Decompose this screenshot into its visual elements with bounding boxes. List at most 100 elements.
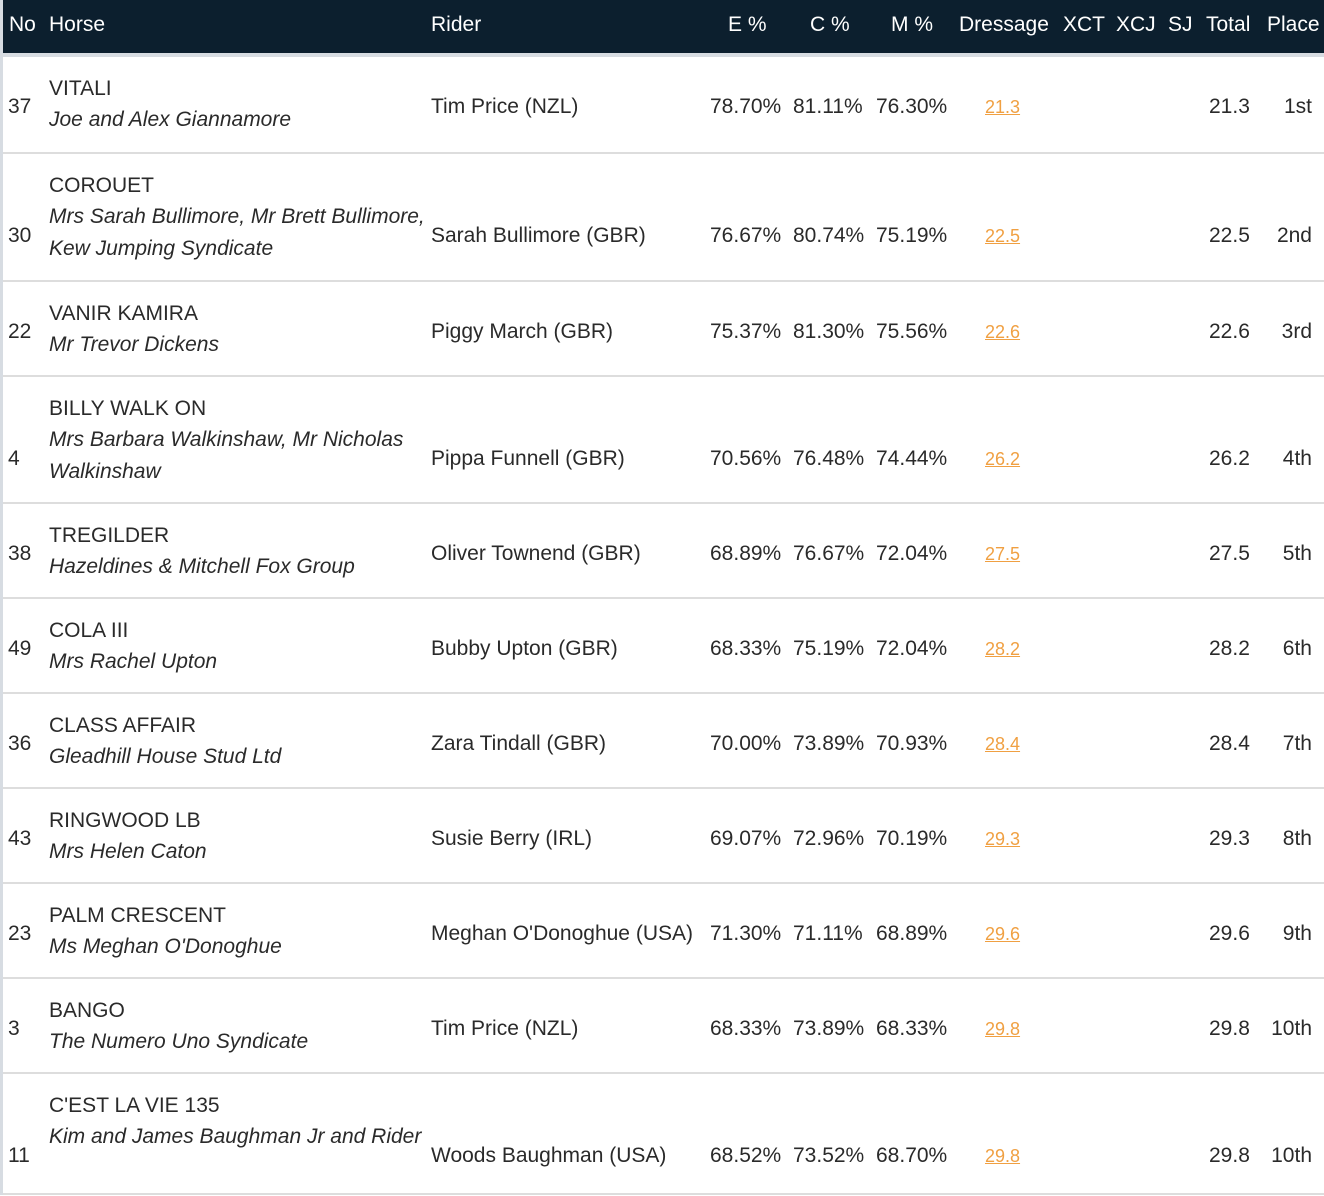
rider-name: Tim Price (NZL) xyxy=(431,1017,579,1040)
row-no: 38 xyxy=(8,542,32,565)
e-percent: 70.00% xyxy=(710,732,782,755)
col-sj: SJ xyxy=(1168,13,1193,36)
table-row: 11 C'EST LA VIE 135 Kim and James Baughman… xyxy=(3,1074,1324,1195)
horse-name: VANIR KAMIRA xyxy=(49,302,198,325)
rider-name: Oliver Townend (GBR) xyxy=(431,542,641,565)
col-place: Place xyxy=(1267,13,1320,36)
rider-name: Piggy March (GBR) xyxy=(431,320,614,343)
m-percent: 68.70% xyxy=(876,1144,948,1167)
table-row: 49 COLA III Mrs Rachel Upton Bubby Upton (G… xyxy=(3,599,1324,694)
m-percent: 76.30% xyxy=(876,95,948,118)
col-m: M % xyxy=(891,13,933,36)
rider-name: Sarah Bullimore (GBR) xyxy=(431,224,646,247)
place: 2nd xyxy=(1276,224,1312,247)
horse-owner: Kim and James Baughman Jr and Rider xyxy=(49,1125,422,1148)
horse-name: BILLY WALK ON xyxy=(49,397,207,420)
table-row: 30 COROUET Mrs Sarah Bullimore, Mr Brett B… xyxy=(3,154,1324,282)
table-row: 36 CLASS AFFAIR Gleadhill House Stud Ltd Za… xyxy=(3,694,1324,789)
table-row: 3 BANGO The Numero Uno Syndicate Tim Price … xyxy=(3,979,1324,1074)
table-row: 37 VITALI Joe and Alex Giannamore Tim Price… xyxy=(3,57,1324,154)
m-percent: 75.19% xyxy=(876,224,948,247)
table-header: No Horse Rider E % C % M % Dressage XCT … xyxy=(3,0,1324,57)
rider-name: Susie Berry (IRL) xyxy=(431,827,593,850)
horse-name: TREGILDER xyxy=(49,524,170,547)
table-row: 4 BILLY WALK ON Mrs Barbara Walkinshaw, Mr… xyxy=(3,377,1324,504)
total-score: 22.6 xyxy=(1209,320,1250,343)
row-no: 22 xyxy=(8,320,32,343)
dressage-score-link[interactable]: 27.5 xyxy=(985,544,1021,564)
total-score: 27.5 xyxy=(1209,542,1250,565)
horse-owner: Mrs Sarah Bullimore, Mr Brett Bullimore,… xyxy=(49,205,425,260)
horse-owner: Ms Meghan O'Donoghue xyxy=(49,935,282,958)
place: 9th xyxy=(1282,922,1312,945)
row-no: 37 xyxy=(8,95,32,118)
dressage-score-link[interactable]: 22.5 xyxy=(985,226,1021,246)
col-no: No xyxy=(9,13,36,36)
place: 1st xyxy=(1283,95,1312,118)
c-percent: 73.52% xyxy=(793,1144,865,1167)
c-percent: 81.30% xyxy=(793,320,865,343)
total-score: 28.4 xyxy=(1209,732,1250,755)
dressage-score-link[interactable]: 28.2 xyxy=(985,639,1021,659)
dressage-score-link[interactable]: 29.8 xyxy=(985,1146,1021,1166)
col-total: Total xyxy=(1206,13,1251,36)
horse-owner: Hazeldines & Mitchell Fox Group xyxy=(49,555,355,578)
horse-owner: Mrs Helen Caton xyxy=(49,840,207,863)
horse-name: VITALI xyxy=(49,77,112,100)
place: 5th xyxy=(1282,542,1312,565)
e-percent: 68.52% xyxy=(710,1144,782,1167)
m-percent: 70.93% xyxy=(876,732,948,755)
e-percent: 68.33% xyxy=(710,1017,782,1040)
row-no: 30 xyxy=(8,224,32,247)
col-c: C % xyxy=(810,13,850,36)
rider-name: Tim Price (NZL) xyxy=(431,95,579,118)
c-percent: 71.11% xyxy=(793,922,863,945)
e-percent: 70.56% xyxy=(710,447,782,470)
m-percent: 72.04% xyxy=(876,542,948,565)
dressage-score-link[interactable]: 22.6 xyxy=(985,322,1021,342)
horse-owner: Mrs Barbara Walkinshaw, Mr Nicholas Walk… xyxy=(49,428,404,483)
e-percent: 75.37% xyxy=(710,320,782,343)
total-score: 29.6 xyxy=(1209,922,1250,945)
col-rider: Rider xyxy=(431,13,482,36)
m-percent: 68.89% xyxy=(876,922,948,945)
m-percent: 75.56% xyxy=(876,320,948,343)
horse-name: PALM CRESCENT xyxy=(49,904,226,927)
col-horse: Horse xyxy=(49,13,106,36)
total-score: 21.3 xyxy=(1209,95,1250,118)
total-score: 29.3 xyxy=(1209,827,1250,850)
e-percent: 69.07% xyxy=(710,827,782,850)
rider-name: Pippa Funnell (GBR) xyxy=(431,447,625,470)
c-percent: 72.96% xyxy=(793,827,865,850)
horse-name: COLA III xyxy=(49,619,129,642)
row-no: 4 xyxy=(8,447,20,470)
total-score: 29.8 xyxy=(1209,1017,1250,1040)
place: 10th xyxy=(1271,1017,1312,1040)
col-dressage: Dressage xyxy=(959,13,1049,36)
row-no: 11 xyxy=(8,1144,30,1167)
dressage-score-link[interactable]: 21.3 xyxy=(985,97,1021,117)
horse-name: RINGWOOD LB xyxy=(49,809,201,832)
table-row: 38 TREGILDER Hazeldines & Mitchell Fox Gro… xyxy=(3,504,1324,599)
dressage-score-link[interactable]: 26.2 xyxy=(985,449,1021,469)
place: 3rd xyxy=(1281,320,1312,343)
place: 4th xyxy=(1282,447,1312,470)
total-score: 26.2 xyxy=(1209,447,1250,470)
horse-owner: Gleadhill House Stud Ltd xyxy=(49,745,282,768)
horse-name: BANGO xyxy=(49,999,125,1022)
place: 10th xyxy=(1271,1144,1312,1167)
c-percent: 76.67% xyxy=(793,542,865,565)
c-percent: 81.11% xyxy=(793,95,863,118)
horse-owner: Mrs Rachel Upton xyxy=(49,650,218,673)
dressage-score-link[interactable]: 28.4 xyxy=(985,734,1021,754)
dressage-score-link[interactable]: 29.8 xyxy=(985,1019,1021,1039)
dressage-score-link[interactable]: 29.3 xyxy=(985,829,1021,849)
table-body: 37 VITALI Joe and Alex Giannamore Tim Price… xyxy=(3,57,1324,1195)
col-e: E % xyxy=(728,13,767,36)
row-no: 49 xyxy=(8,637,32,660)
m-percent: 74.44% xyxy=(876,447,948,470)
dressage-score-link[interactable]: 29.6 xyxy=(985,924,1021,944)
row-no: 43 xyxy=(8,827,32,850)
place: 8th xyxy=(1282,827,1312,850)
